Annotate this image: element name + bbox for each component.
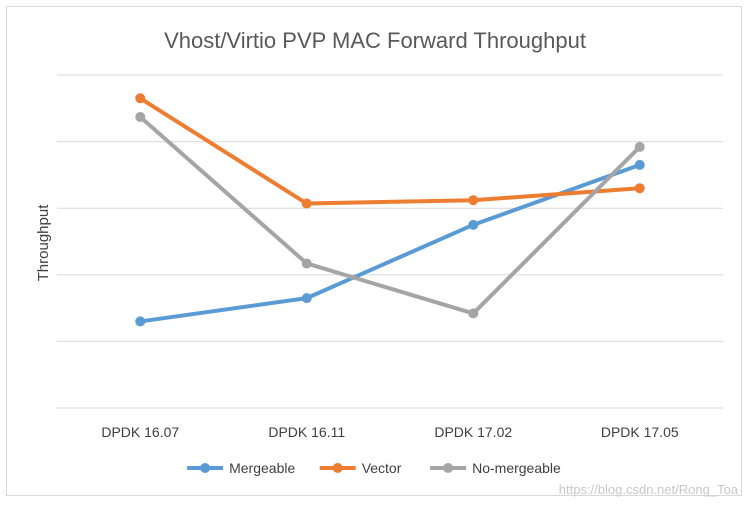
x-tick-label: DPDK 16.11 [268,424,345,440]
legend-item: No-mergeable [430,460,561,476]
data-point [301,258,312,269]
data-point [301,293,312,304]
series-layer [135,93,645,327]
data-point [468,219,479,230]
legend-swatch-marker [443,463,454,473]
data-point [468,195,479,206]
data-point [135,316,146,327]
watermark: https://blog.csdn.net/Rong_Toa [559,482,739,497]
data-point [468,308,479,319]
x-tick-label: DPDK 16.07 [101,424,179,440]
series-line [138,162,642,324]
legend-swatch-marker [200,463,211,473]
series-vector [135,93,645,209]
data-point [301,198,312,209]
legend-label: No-mergeable [472,460,561,476]
data-point [135,93,146,104]
series-mergeable [135,159,645,327]
x-tick-label: DPDK 17.05 [601,424,679,440]
legend: Mergeable Vector No-mergeable [187,460,561,476]
x-tick-label: DPDK 17.02 [434,424,512,440]
chart-frame [6,6,742,496]
legend-swatch-marker [332,463,343,473]
legend-item: Mergeable [187,460,295,476]
x-axis-tick-labels: DPDK 16.07 DPDK 16.11 DPDK 17.02 DPDK 17.05 [101,424,679,440]
series-line [138,114,642,316]
legend-label: Vector [362,460,402,476]
data-point [634,183,645,194]
chart-title: Vhost/Virtio PVP MAC Forward Throughput [164,28,586,53]
legend-item: Vector [319,460,402,476]
legend-label: Mergeable [229,460,295,476]
data-point [634,159,645,170]
y-axis-label: Throughput [35,204,52,282]
series-no-mergeable [135,111,645,319]
data-point [634,141,645,152]
gridlines [57,74,723,409]
series-line [138,96,642,206]
data-point [135,111,146,122]
